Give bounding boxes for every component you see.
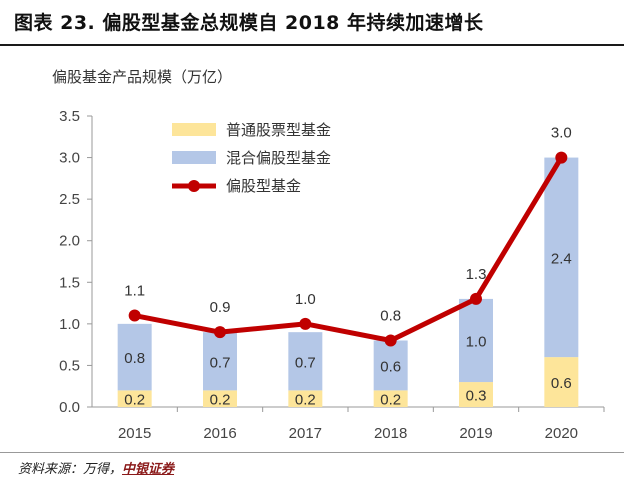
bar-hybrid-fund bbox=[203, 332, 237, 391]
legend-label-equity-fund: 偏股型基金 bbox=[226, 177, 301, 195]
bar-stock-fund bbox=[117, 390, 152, 407]
legend-swatch-stock-fund bbox=[172, 123, 216, 136]
bar-hybrid-fund bbox=[117, 323, 152, 391]
x-tick-label: 2018 bbox=[374, 425, 407, 442]
stock-fund-value-label: 0.2 bbox=[295, 392, 316, 409]
source-prefix: 资料来源：万得， bbox=[18, 462, 123, 477]
bar-stock-fund bbox=[203, 390, 237, 407]
y-axis-unit-label: 偏股基金产品规模（万亿） bbox=[52, 68, 233, 86]
y-tick-label: 3.0 bbox=[59, 150, 80, 167]
bar-hybrid-fund bbox=[459, 298, 493, 383]
data-labels: 0.2 0.8 0.2 0.7 0.2 0.7 0.2 0.6 0.3 1.0 0.6 2.4 1.1 0… bbox=[124, 125, 572, 409]
stock-fund-value-label: 0.2 bbox=[210, 392, 231, 409]
legend-label-stock-fund: 普通股票型基金 bbox=[226, 121, 331, 139]
legend-label-hybrid-fund: 混合偏股型基金 bbox=[226, 149, 331, 167]
line-series bbox=[128, 151, 568, 347]
stock-fund-value-label: 0.3 bbox=[466, 388, 487, 405]
legend-swatch-hybrid-fund bbox=[172, 151, 216, 164]
axes: 0.0 0.5 1.0 1.5 2.0 2.5 3.0 3.5 2015 2016 2017 2018… bbox=[59, 108, 605, 442]
stock-fund-value-label: 0.6 bbox=[551, 375, 572, 392]
hybrid-fund-value-label: 2.4 bbox=[551, 250, 572, 267]
equity-fund-line bbox=[134, 156, 564, 343]
y-tick-label: 2.0 bbox=[59, 233, 80, 250]
x-tick-label: 2015 bbox=[118, 425, 151, 442]
equity-fund-point bbox=[214, 326, 226, 339]
legend-marker-equity-fund bbox=[188, 180, 200, 192]
y-tick-label: 0.0 bbox=[59, 399, 80, 416]
stock-fund-value-label: 0.2 bbox=[124, 392, 145, 409]
bar-stock-fund bbox=[288, 390, 323, 407]
source-org: 中银证券 bbox=[122, 462, 175, 477]
equity-fund-total-label: 1.0 bbox=[295, 291, 316, 308]
bar-hybrid-fund bbox=[544, 157, 579, 358]
x-tick-label: 2017 bbox=[289, 425, 322, 442]
equity-fund-total-label: 0.8 bbox=[380, 307, 401, 324]
hybrid-fund-value-label: 0.6 bbox=[380, 358, 401, 375]
y-tick-label: 1.0 bbox=[59, 316, 80, 333]
equity-fund-total-label: 3.0 bbox=[551, 125, 572, 142]
equity-fund-total-label: 0.9 bbox=[210, 299, 231, 316]
hybrid-fund-value-label: 0.7 bbox=[210, 354, 231, 371]
title-rule bbox=[0, 44, 624, 46]
x-tick-label: 2016 bbox=[203, 425, 236, 442]
hybrid-fund-value-label: 0.8 bbox=[124, 350, 145, 367]
equity-fund-point bbox=[128, 309, 141, 322]
y-tick-label: 2.5 bbox=[59, 191, 80, 208]
x-tick-label: 2020 bbox=[545, 425, 578, 442]
bars bbox=[117, 157, 579, 407]
stock-fund-value-label: 0.2 bbox=[380, 392, 401, 409]
equity-fund-point bbox=[384, 334, 397, 347]
equity-fund-point bbox=[470, 292, 482, 305]
equity-fund-total-label: 1.1 bbox=[124, 283, 145, 300]
hybrid-fund-value-label: 0.7 bbox=[295, 354, 316, 371]
equity-fund-point bbox=[299, 317, 312, 330]
source-rule bbox=[0, 452, 624, 453]
bar-hybrid-fund bbox=[373, 340, 408, 391]
bar-stock-fund bbox=[373, 390, 408, 407]
x-tick-label: 2019 bbox=[459, 425, 492, 442]
source-note: 资料来源：万得，中银证券 bbox=[18, 458, 174, 477]
y-tick-label: 0.5 bbox=[59, 357, 80, 374]
bar-hybrid-fund bbox=[288, 332, 323, 391]
equity-fund-total-label: 1.3 bbox=[466, 266, 487, 283]
bar-stock-fund bbox=[544, 357, 579, 407]
hybrid-fund-value-label: 1.0 bbox=[466, 333, 487, 350]
equity-fund-point bbox=[555, 151, 568, 164]
y-tick-label: 3.5 bbox=[59, 108, 80, 125]
figure-title: 图表 23. 偏股型基金总规模自 2018 年持续加速增长 bbox=[14, 12, 484, 34]
y-tick-label: 1.5 bbox=[59, 274, 80, 291]
bar-stock-fund bbox=[459, 382, 493, 407]
